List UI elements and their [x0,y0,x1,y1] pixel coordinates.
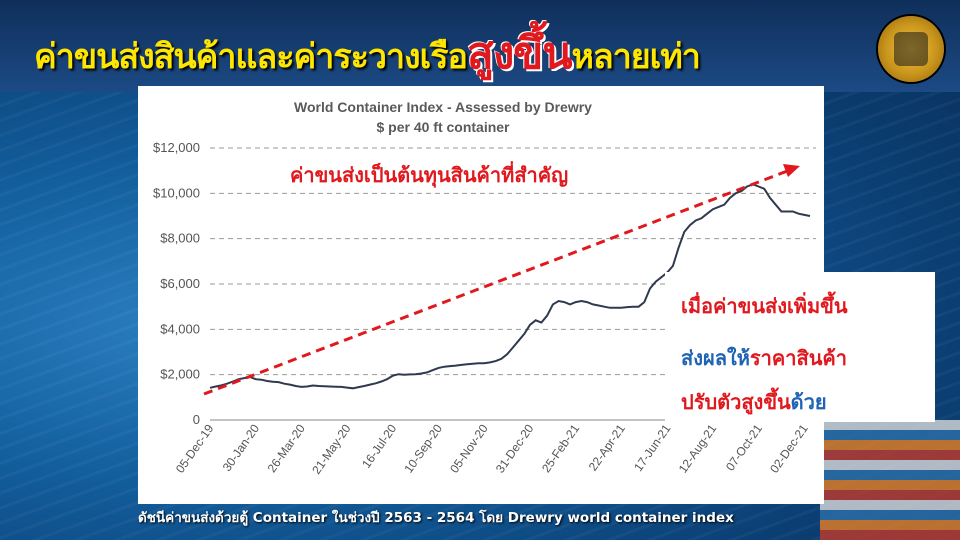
y-tick-label: $2,000 [160,367,200,382]
emblem-seal-icon [894,32,928,66]
x-tick-label: 26-Mar-20 [265,421,308,475]
chart-title: World Container Index - Assessed by Drew… [294,99,592,115]
x-tick-label: 17-Jun-21 [631,421,674,474]
x-tick-label: 21-May-20 [309,421,354,476]
x-axis-ticks: 05-Dec-19 30-Jan-20 26-Mar-20 21-May-20 16-J… [173,421,811,476]
x-tick-label: 02-Dec-21 [767,421,811,475]
note-line-2-blue: ส่งผลให้ [681,346,750,370]
chart-annotation: ค่าขนส่งเป็นต้นทุนสินค้าที่สำคัญ [290,160,568,188]
x-tick-label: 16-Jul-20 [359,421,399,470]
x-tick-label: 05-Nov-20 [447,421,491,475]
title-part-1: ค่าขนส่งสินค้าและค่าระวางเรือ [34,37,468,77]
y-tick-label: $12,000 [153,140,200,155]
note-line-3-red: ปรับตัวสูงขึ้น [681,390,791,414]
y-tick-label: $10,000 [153,185,200,200]
y-axis-ticks: 0 $2,000 $4,000 $6,000 $8,000 $10,000 $12,000 [153,140,200,427]
x-tick-label: 05-Dec-19 [173,421,217,475]
note-line-1-text: เมื่อค่าขนส่งเพิ่มขึ้น [681,294,848,318]
y-tick-label: $8,000 [160,231,200,246]
y-tick-label: $4,000 [160,321,200,336]
page-title: ค่าขนส่งสินค้าและค่าระวางเรือ สูงขึ้น หล… [34,18,701,79]
series-line [209,183,811,390]
x-tick-label: 10-Sep-20 [401,421,445,475]
title-part-2: สูงขึ้น [466,28,572,79]
x-tick-label: 12-Aug-21 [676,421,720,475]
x-tick-label: 31-Dec-20 [493,421,537,475]
x-tick-label: 30-Jan-20 [220,421,263,474]
x-tick-label: 22-Apr-21 [586,421,628,473]
container-index-chart: World Container Index - Assessed by Drew… [153,99,816,477]
note-line-3-blue: ด้วย [790,390,827,414]
title-band [0,0,960,92]
container-ship-image [820,420,960,540]
note-line-2: ส่งผลให้ราคาสินค้า [681,342,847,374]
trend-arrow-head [783,164,800,177]
source-caption: ดัชนีค่าขนส่งด้วยตู้ Container ในช่วงปี … [138,510,734,526]
x-tick-label: 25-Feb-21 [539,421,582,475]
emblem-logo [878,16,944,82]
y-tick-label: 0 [193,412,200,427]
note-line-1: เมื่อค่าขนส่งเพิ่มขึ้น [681,290,848,322]
chart-subtitle: $ per 40 ft container [376,119,510,135]
x-tick-label: 07-Oct-21 [723,421,765,473]
y-tick-label: $6,000 [160,276,200,291]
note-line-2-red: ราคาสินค้า [749,346,847,370]
note-line-3: ปรับตัวสูงขึ้นด้วย [681,386,827,418]
note-box: เมื่อค่าขนส่งเพิ่มขึ้น ส่งผลให้ราคาสินค้… [665,272,935,422]
title-part-3: หลายเท่า [571,37,700,77]
